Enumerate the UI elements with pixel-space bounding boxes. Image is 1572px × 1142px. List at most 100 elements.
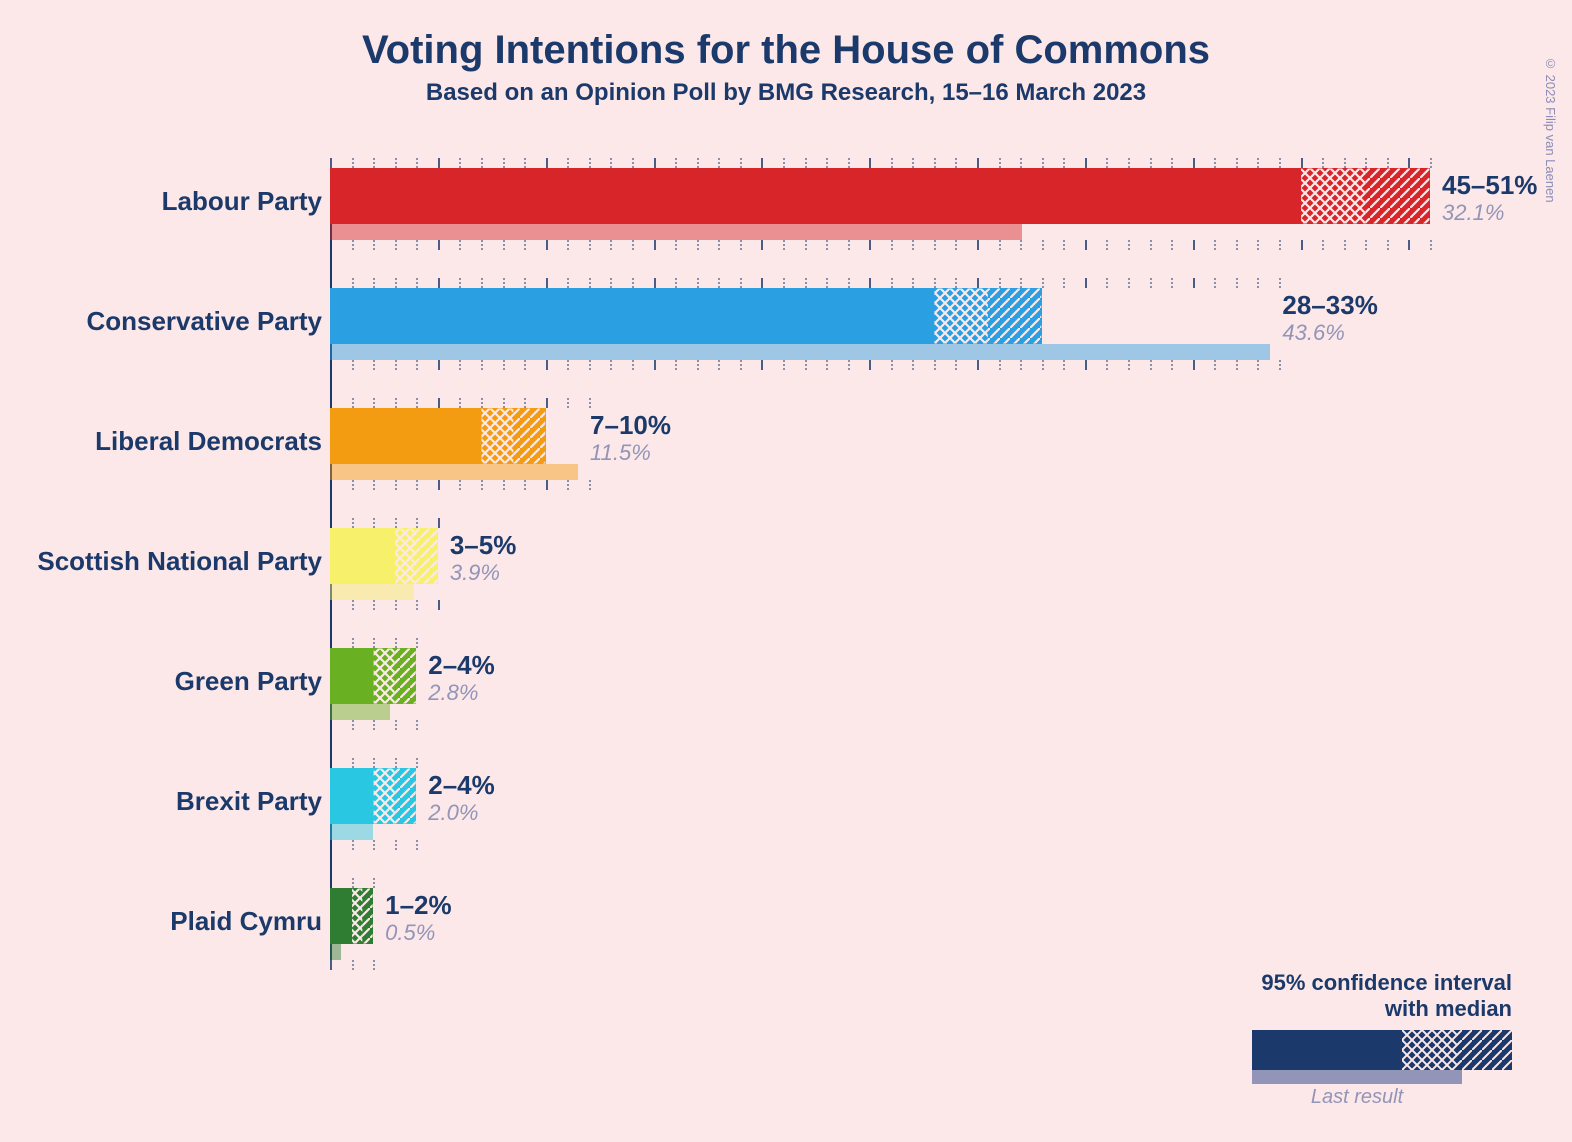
tick-minor	[416, 158, 418, 168]
tick-minor	[352, 360, 354, 370]
tick-minor	[416, 360, 418, 370]
bar-last-result	[330, 824, 373, 840]
tick-major	[1193, 240, 1195, 250]
tick-minor	[826, 240, 828, 250]
tick-minor	[352, 278, 354, 288]
tick-minor	[1214, 360, 1216, 370]
tick-minor	[459, 158, 461, 168]
tick-minor	[697, 278, 699, 288]
tick-minor	[373, 480, 375, 490]
tick-minor	[934, 240, 936, 250]
tick-minor	[1322, 240, 1324, 250]
party-row: Green Party2–4%2.8%	[330, 648, 1430, 768]
legend-line2: with median	[1385, 996, 1512, 1021]
tick-minor	[524, 480, 526, 490]
tick-minor	[416, 720, 418, 730]
tick-minor	[826, 360, 828, 370]
tick-minor	[1387, 240, 1389, 250]
tick-minor	[352, 518, 354, 528]
tick-major	[438, 480, 440, 490]
party-label: Scottish National Party	[12, 546, 322, 577]
party-label: Liberal Democrats	[12, 426, 322, 457]
tick-minor	[912, 360, 914, 370]
tick-minor	[1020, 158, 1022, 168]
tick-minor	[503, 158, 505, 168]
tick-major	[330, 840, 332, 850]
tick-minor	[1279, 278, 1281, 288]
tick-minor	[1279, 240, 1281, 250]
tick-minor	[416, 398, 418, 408]
tick-minor	[718, 278, 720, 288]
tick-minor	[783, 278, 785, 288]
tick-minor	[783, 158, 785, 168]
tick-minor	[481, 278, 483, 288]
tick-major	[330, 758, 332, 768]
tick-minor	[697, 360, 699, 370]
tick-minor	[805, 278, 807, 288]
tick-minor	[610, 278, 612, 288]
bar-hatch	[330, 168, 1430, 224]
tick-major	[977, 240, 979, 250]
tick-minor	[912, 158, 914, 168]
tick-minor	[1128, 240, 1130, 250]
tick-minor	[416, 278, 418, 288]
tick-minor	[1344, 240, 1346, 250]
tick-minor	[567, 480, 569, 490]
tick-minor	[632, 360, 634, 370]
tick-minor	[999, 240, 1001, 250]
tick-minor	[1020, 360, 1022, 370]
tick-minor	[718, 240, 720, 250]
tick-major	[761, 240, 763, 250]
tick-minor	[503, 240, 505, 250]
tick-minor	[352, 398, 354, 408]
value-last: 3.9%	[450, 560, 500, 586]
tick-minor	[740, 278, 742, 288]
tick-minor	[891, 360, 893, 370]
tick-major	[1085, 360, 1087, 370]
tick-major	[1193, 158, 1195, 168]
tick-minor	[395, 600, 397, 610]
tick-minor	[395, 398, 397, 408]
value-last: 2.8%	[428, 680, 478, 706]
tick-minor	[589, 158, 591, 168]
tick-minor	[459, 360, 461, 370]
tick-minor	[352, 600, 354, 610]
tick-major	[438, 158, 440, 168]
tick-minor	[1430, 158, 1432, 168]
tick-minor	[848, 278, 850, 288]
tick-minor	[524, 398, 526, 408]
tick-minor	[1150, 360, 1152, 370]
tick-minor	[567, 360, 569, 370]
tick-minor	[1365, 158, 1367, 168]
party-row: Scottish National Party3–5%3.9%	[330, 528, 1430, 648]
tick-minor	[1128, 158, 1130, 168]
tick-major	[1301, 158, 1303, 168]
tick-major	[330, 518, 332, 528]
tick-major	[1193, 278, 1195, 288]
tick-minor	[1214, 158, 1216, 168]
tick-minor	[955, 240, 957, 250]
tick-minor	[999, 158, 1001, 168]
legend: 95% confidence interval with median Last…	[1252, 970, 1512, 1092]
tick-major	[330, 398, 332, 408]
tick-minor	[718, 360, 720, 370]
tick-minor	[373, 518, 375, 528]
tick-minor	[503, 480, 505, 490]
bar-hatch	[330, 768, 416, 824]
value-last: 0.5%	[385, 920, 435, 946]
tick-minor	[912, 240, 914, 250]
tick-minor	[1279, 158, 1281, 168]
tick-minor	[373, 360, 375, 370]
tick-minor	[891, 278, 893, 288]
tick-major	[438, 518, 440, 528]
value-range: 28–33%	[1282, 290, 1377, 321]
tick-major	[438, 278, 440, 288]
tick-minor	[955, 158, 957, 168]
tick-minor	[481, 398, 483, 408]
tick-minor	[395, 840, 397, 850]
bar-last-result	[330, 944, 341, 960]
party-row: Brexit Party2–4%2.0%	[330, 768, 1430, 888]
chart-subtitle: Based on an Opinion Poll by BMG Research…	[0, 79, 1572, 107]
tick-major	[330, 360, 332, 370]
tick-minor	[891, 240, 893, 250]
